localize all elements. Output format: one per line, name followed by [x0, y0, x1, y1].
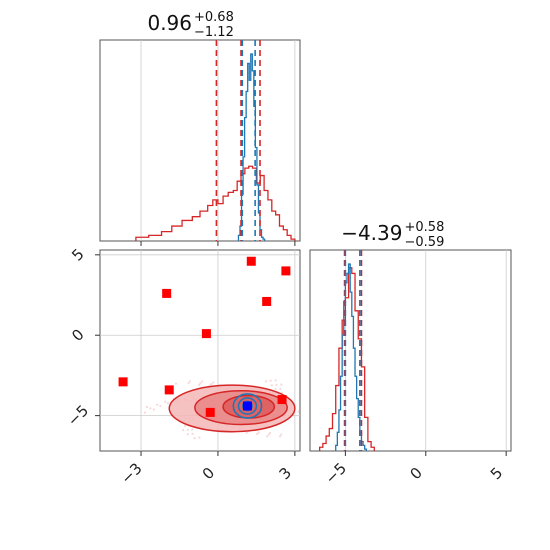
histogram-panel-param1: 0.96 +0.68−1.12 — [99, 10, 301, 246]
sample-point — [245, 431, 248, 434]
data-point-marker — [118, 377, 128, 387]
sample-point — [269, 379, 272, 382]
sample-point — [166, 401, 169, 405]
sample-point — [159, 404, 162, 408]
data-point-marker — [205, 407, 215, 417]
data-point-marker — [281, 266, 291, 276]
sample-point — [275, 383, 278, 386]
data-point-marker — [162, 288, 172, 298]
sample-point — [264, 380, 268, 383]
histogram-step-blue — [335, 263, 367, 451]
sample-point — [152, 408, 155, 411]
title-param1-lower-error: −1.12 — [194, 25, 234, 40]
title-param1-value: 0.96 — [147, 11, 192, 35]
sample-point — [280, 433, 283, 436]
histogram-step-red — [318, 267, 375, 451]
sample-point — [270, 384, 273, 387]
sample-point — [280, 383, 283, 386]
sample-point — [193, 437, 196, 440]
sample-point — [188, 380, 191, 383]
contour-blue — [242, 400, 253, 412]
sample-point — [274, 379, 277, 382]
sample-point — [182, 428, 185, 432]
sample-point — [278, 435, 282, 438]
sample-point — [257, 431, 260, 434]
sample-point — [183, 424, 187, 427]
sample-point — [212, 381, 215, 384]
contour-blue — [237, 397, 258, 415]
panel-frame — [309, 249, 512, 452]
histogram-step-red — [135, 165, 296, 241]
title-param2-lower-error: −0.59 — [405, 235, 445, 250]
sample-point — [267, 433, 270, 436]
sample-point — [199, 382, 202, 385]
sample-point — [201, 380, 204, 383]
panel-frame — [99, 39, 301, 242]
sample-point — [198, 436, 201, 439]
sample-point — [174, 382, 178, 385]
sample-point — [191, 432, 194, 435]
sample-point — [186, 428, 189, 431]
sample-point — [156, 403, 159, 406]
sample-point — [210, 382, 213, 386]
sample-point — [256, 432, 259, 436]
true-value-marker — [242, 401, 252, 411]
data-point-marker — [262, 296, 272, 306]
sample-point — [149, 407, 152, 410]
sample-point — [164, 400, 167, 403]
sample-point — [145, 405, 149, 409]
sample-point — [198, 383, 201, 386]
title-param2-upper-error: +0.58 — [405, 220, 445, 235]
sample-point — [191, 428, 194, 431]
data-point-marker — [201, 329, 211, 339]
title-param1-upper-error: +0.68 — [194, 10, 234, 25]
sample-point — [187, 381, 190, 385]
sample-point — [274, 387, 277, 391]
density-panel-2d: −3 0 3−505 — [64, 245, 301, 488]
contour-blue — [232, 393, 263, 419]
sample-point — [297, 410, 300, 413]
data-point-marker — [164, 385, 174, 395]
sample-point — [143, 411, 146, 414]
title-param2-value: −4.39 — [341, 221, 402, 245]
sample-point — [186, 433, 189, 436]
data-point-marker — [246, 256, 256, 266]
panel-frame — [99, 249, 301, 452]
sample-point — [266, 435, 269, 438]
sample-point — [269, 431, 272, 434]
sample-point — [279, 387, 282, 390]
data-point-marker — [277, 395, 287, 405]
